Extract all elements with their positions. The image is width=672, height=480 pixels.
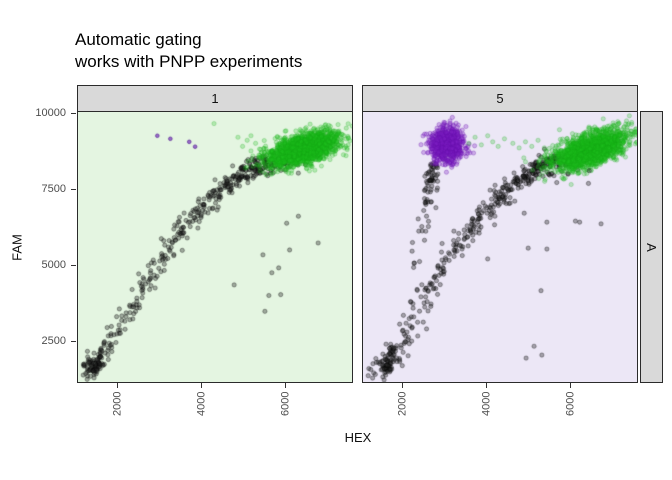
scatter-panel-5 <box>362 111 638 383</box>
y-tick-label: 2500 <box>41 334 66 347</box>
y-tick-mark <box>71 340 76 342</box>
facet-strip-a-label: A <box>643 242 659 252</box>
scatter-canvas-facet-1 <box>78 112 352 382</box>
y-tick-mark <box>71 188 76 190</box>
x-tick-mark <box>402 383 404 388</box>
x-axis-title: HEX <box>344 430 372 445</box>
plot-title: Automatic gating works with PNPP experim… <box>75 29 302 73</box>
plot-title-line1: Automatic gating <box>75 30 202 49</box>
scatter-panel-1 <box>77 111 353 383</box>
facet-strip-a: A <box>640 111 663 383</box>
x-tick-mark <box>285 383 287 388</box>
y-tick-label: 7500 <box>41 182 66 195</box>
x-tick-mark <box>117 383 119 388</box>
x-tick-label: 4000 <box>195 391 208 416</box>
scatter-canvas-facet-5 <box>363 112 637 382</box>
y-tick-label: 5000 <box>41 258 66 271</box>
facet-strip-1-label: 1 <box>211 91 219 106</box>
x-tick-mark <box>201 383 203 388</box>
x-tick-label: 2000 <box>396 391 409 416</box>
y-axis-title: FAM <box>9 234 25 261</box>
x-tick-mark <box>486 383 488 388</box>
x-tick-label: 4000 <box>480 391 493 416</box>
facet-strip-5: 5 <box>362 85 638 112</box>
y-tick-mark <box>71 264 76 266</box>
x-tick-label: 6000 <box>279 391 292 416</box>
x-tick-mark <box>570 383 572 388</box>
x-tick-label: 2000 <box>111 391 124 416</box>
facet-strip-1: 1 <box>77 85 353 112</box>
y-tick-label: 10000 <box>35 106 66 119</box>
x-tick-label: 6000 <box>564 391 577 416</box>
plot-title-line2: works with PNPP experiments <box>75 52 303 71</box>
facet-strip-5-label: 5 <box>496 91 504 106</box>
y-tick-mark <box>71 112 76 114</box>
